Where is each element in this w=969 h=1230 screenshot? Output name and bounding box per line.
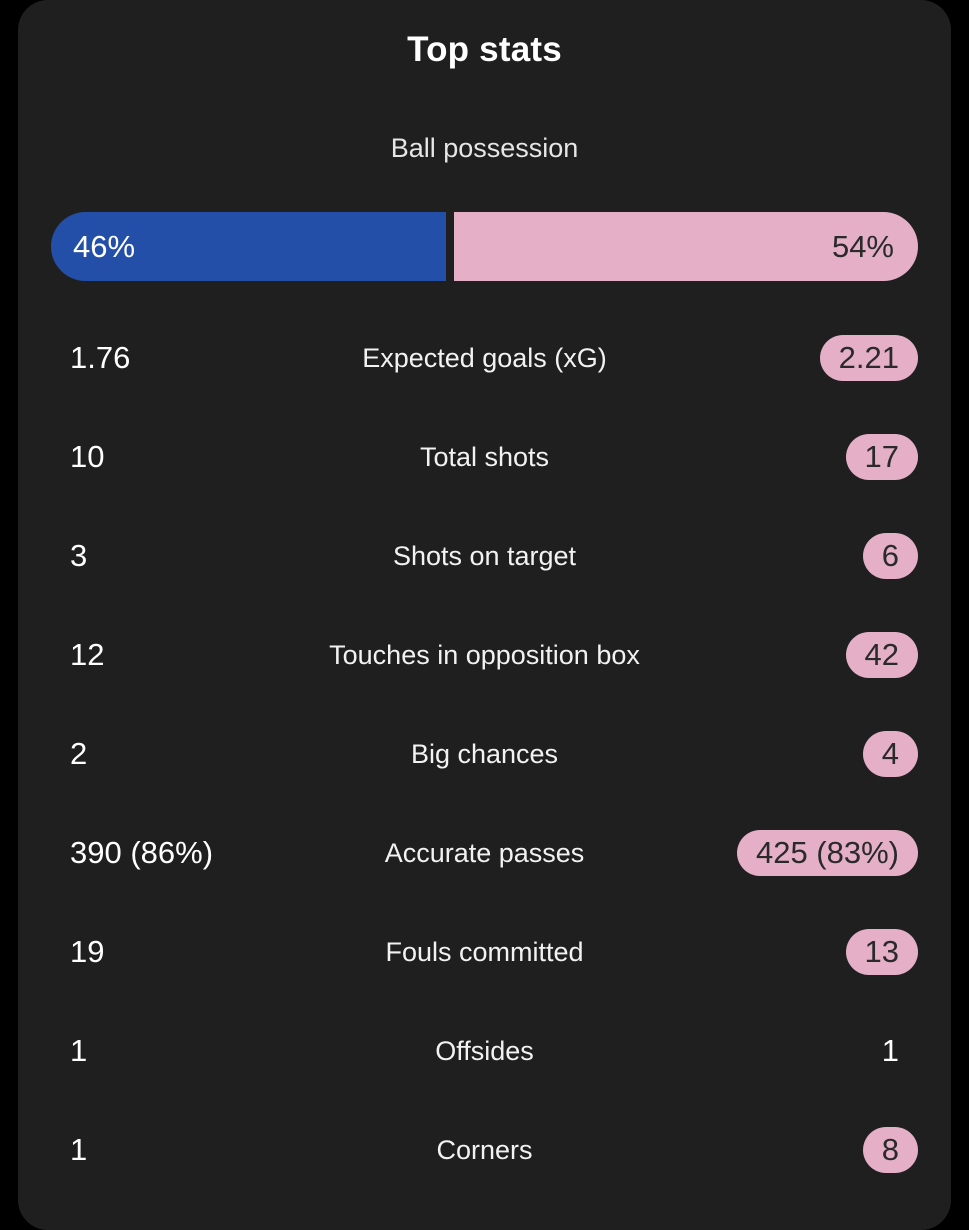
home-value: 1 [70,1033,88,1068]
stat-label: Touches in opposition box [329,640,640,670]
stat-label: Accurate passes [384,838,585,868]
stat-row-corners[interactable]: 1 Corners 8 [18,1120,951,1180]
stat-row-big-chances[interactable]: 2 Big chances 4 [18,724,951,784]
home-value: 390 (86%) [70,835,214,870]
home-value: 3 [70,538,88,573]
away-value: 1 [881,1033,899,1068]
home-value: 1.76 [70,340,131,375]
stat-label: Expected goals (xG) [362,343,607,373]
possession-home-fill [51,212,446,281]
home-value: 2 [70,736,88,771]
stat-row-fouls-committed[interactable]: 19 Fouls committed 13 [18,922,951,982]
stat-label: Corners [436,1135,533,1165]
stat-label: Shots on target [392,541,577,571]
stat-row-expected-goals[interactable]: 1.76 Expected goals (xG) 2.21 [18,328,951,388]
stat-label: Fouls committed [385,937,584,967]
possession-away-value: 54% [831,229,894,264]
possession-home-value: 46% [73,229,136,264]
home-value: 19 [70,934,105,969]
away-value-badge: 4 [862,731,918,777]
card-title: Top stats [407,30,562,69]
away-value-badge: 2.21 [819,335,918,381]
stat-row-offsides[interactable]: 1 Offsides 1 [18,1021,951,1081]
stat-row-shots-on-target[interactable]: 3 Shots on target 6 [18,526,951,586]
home-value: 10 [70,439,105,474]
away-value-badge: 42 [845,632,918,678]
home-value: 1 [70,1132,88,1167]
stat-row-accurate-passes[interactable]: 390 (86%) Accurate passes 425 (83%) [18,823,951,883]
away-value-badge: 425 (83%) [736,830,918,876]
away-value-badge: 6 [862,533,918,579]
stat-label: Offsides [435,1036,534,1066]
away-value-badge: 8 [862,1127,918,1173]
possession-label: Ball possession [390,133,579,163]
possession-away-fill [454,212,918,281]
stat-label: Big chances [410,739,559,769]
possession-divider [446,212,454,281]
stat-label: Total shots [419,442,550,472]
top-stats-card: Top stats Ball possession 46% 54% 1.76 E… [18,0,951,1230]
away-value-badge: 13 [845,929,918,975]
stat-row-touches-in-opposition-box[interactable]: 12 Touches in opposition box 42 [18,625,951,685]
possession-bar: 46% 54% [51,212,918,281]
away-value-badge: 17 [845,434,918,480]
home-value: 12 [70,637,105,672]
stat-row-total-shots[interactable]: 10 Total shots 17 [18,427,951,487]
